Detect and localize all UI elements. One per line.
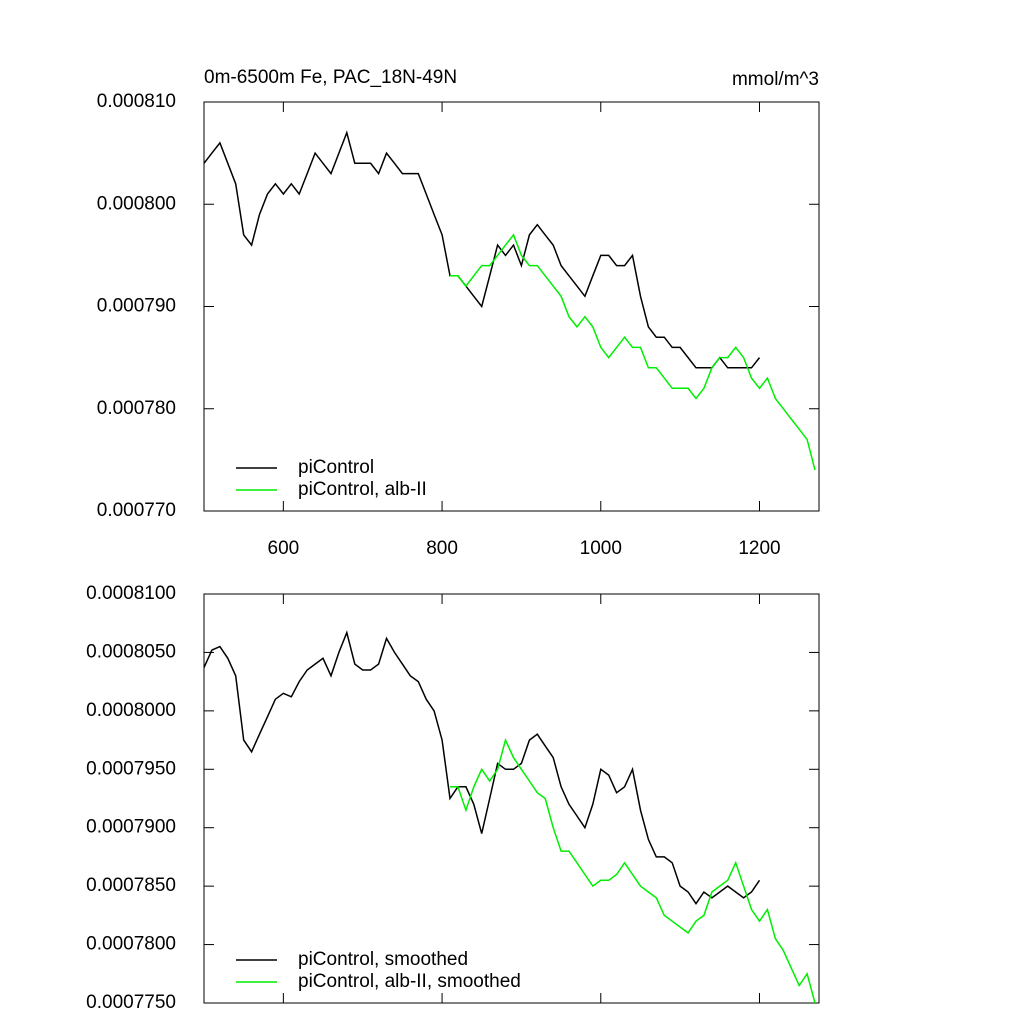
legend-label: piControl, smoothed [298,949,468,970]
y-tick-label: 0.0008050 [86,641,176,662]
y-tick-label: 0.000810 [97,91,176,112]
series-line [203,630,761,906]
y-tick-label: 0.0008000 [86,700,176,721]
x-tick-label: 600 [268,538,300,559]
x-tick-label: 1000 [580,538,622,559]
legend-label: piControl, alb-II [298,479,427,500]
y-tick-label: 0.0007900 [86,817,176,838]
y-tick-label: 0.0007750 [86,992,176,1013]
y-tick-label: 0.000790 [97,296,176,317]
series-line [203,130,761,369]
y-tick-label: 0.0007800 [86,934,176,955]
x-tick-label: 800 [426,538,458,559]
y-tick-label: 0.000780 [97,398,176,419]
x-tick-label: 1200 [738,538,780,559]
series-line [450,737,816,1004]
y-tick-label: 0.0007950 [86,758,176,779]
plot-frame [203,593,820,1004]
legend-label: piControl [298,457,374,478]
plot-frame [203,101,820,512]
y-tick-label: 0.000770 [97,500,176,521]
legend-label: piControl, alb-II, smoothed [298,971,521,992]
series-line [450,233,816,471]
chart-title: 0m-6500m Fe, PAC_18N-49N [204,67,457,88]
y-tick-label: 0.0008100 [86,583,176,604]
y-tick-label: 0.000800 [97,193,176,214]
units-label: mmol/m^3 [732,69,819,90]
y-tick-label: 0.0007850 [86,875,176,896]
